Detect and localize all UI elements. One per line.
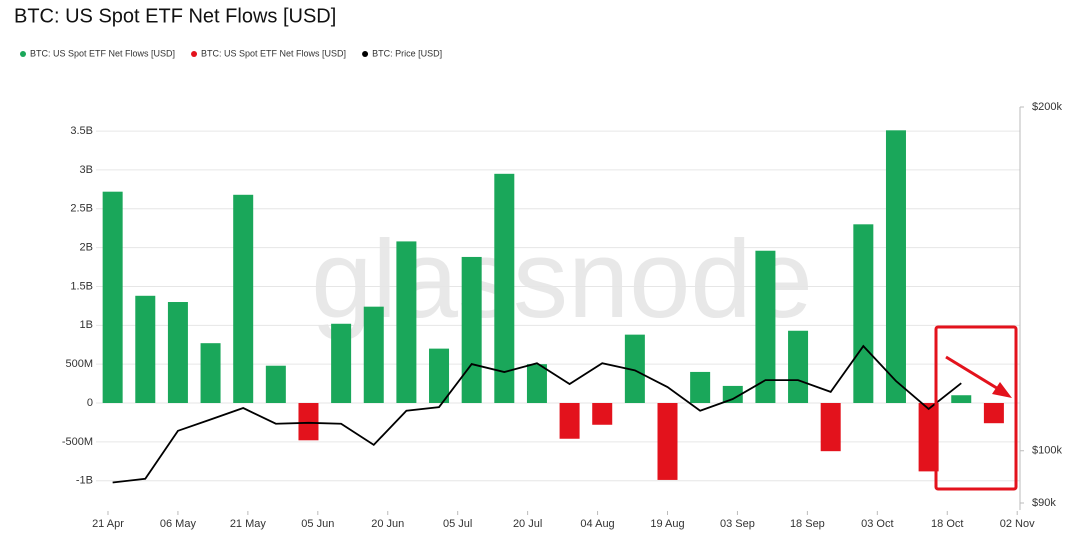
bar xyxy=(526,364,547,404)
legend-label: BTC: Price [USD] xyxy=(372,48,442,58)
y-tick-label: -1B xyxy=(76,475,93,487)
arrow-shaft xyxy=(945,355,1001,392)
bar xyxy=(363,306,384,404)
bar xyxy=(298,403,319,441)
bar xyxy=(788,330,809,404)
y-tick-label: 1.5B xyxy=(70,280,93,292)
plot: -1B -500M 0 500M 1B 1.5B 2B 2.5B 3B 3.5B $90k $100k… xyxy=(62,101,1063,530)
bar xyxy=(853,224,874,404)
bar xyxy=(951,395,972,404)
x-tick-label: 04 Aug xyxy=(580,518,614,530)
legend-marker xyxy=(362,51,369,57)
legend-marker xyxy=(191,51,198,57)
bar xyxy=(135,295,156,404)
y-tick-label: 3B xyxy=(80,164,93,176)
bar xyxy=(722,385,743,404)
bar xyxy=(559,403,580,439)
y2-tick-label: $100k xyxy=(1032,445,1062,457)
bar xyxy=(624,334,645,404)
x-tick-label: 21 May xyxy=(230,518,267,530)
legend: BTC: US Spot ETF Net Flows [USD] BTC: US … xyxy=(20,48,442,58)
x-tick-label: 20 Jul xyxy=(513,518,542,530)
y2-tick-label: $90k xyxy=(1032,497,1056,509)
legend-label: BTC: US Spot ETF Net Flows [USD] xyxy=(201,48,346,58)
bar xyxy=(494,173,515,404)
y2-tick-label: $200k xyxy=(1032,101,1062,113)
y-tick-label: 2.5B xyxy=(70,203,93,215)
x-tick-label: 03 Sep xyxy=(720,518,755,530)
bar xyxy=(396,241,417,404)
x-tick-label: 05 Jun xyxy=(301,518,334,530)
x-tick-label: 18 Sep xyxy=(790,518,825,530)
y-tick-label: -500M xyxy=(62,436,93,448)
y-tick-label: 500M xyxy=(65,358,93,370)
bar xyxy=(102,191,123,404)
highlight-box xyxy=(934,325,1018,491)
bar xyxy=(200,343,221,404)
x-tick-label: 06 May xyxy=(160,518,197,530)
bar xyxy=(592,403,613,425)
bar xyxy=(233,194,254,404)
bar xyxy=(690,371,711,404)
bar xyxy=(167,302,188,404)
x-tick-label: 19 Aug xyxy=(650,518,684,530)
x-tick-label: 20 Jun xyxy=(371,518,404,530)
bar xyxy=(429,348,450,404)
watermark: glassnode xyxy=(311,218,813,341)
chart-title: BTC: US Spot ETF Net Flows [USD] xyxy=(14,5,336,27)
y-tick-label: 2B xyxy=(80,242,93,254)
x-tick-label: 02 Nov xyxy=(1000,518,1035,530)
bar xyxy=(983,403,1004,424)
legend-label: BTC: US Spot ETF Net Flows [USD] xyxy=(30,48,175,58)
x-tick-label: 03 Oct xyxy=(861,518,893,530)
y-tick-label: 3.5B xyxy=(70,125,93,137)
y-tick-label: 0 xyxy=(87,397,93,409)
x-tick-label: 18 Oct xyxy=(931,518,963,530)
price-line xyxy=(112,344,962,484)
bar xyxy=(885,130,906,404)
legend-marker xyxy=(20,51,26,57)
bar xyxy=(461,256,482,404)
bar xyxy=(265,365,286,404)
bar xyxy=(918,403,939,472)
bar xyxy=(820,403,841,452)
bar xyxy=(331,323,352,404)
x-tick-label: 21 Apr xyxy=(92,518,124,530)
bar xyxy=(755,250,776,404)
y-tick-label: 1B xyxy=(80,319,93,331)
bar xyxy=(657,403,678,480)
arrow-head xyxy=(992,382,1012,398)
x-tick-label: 05 Jul xyxy=(443,518,472,530)
